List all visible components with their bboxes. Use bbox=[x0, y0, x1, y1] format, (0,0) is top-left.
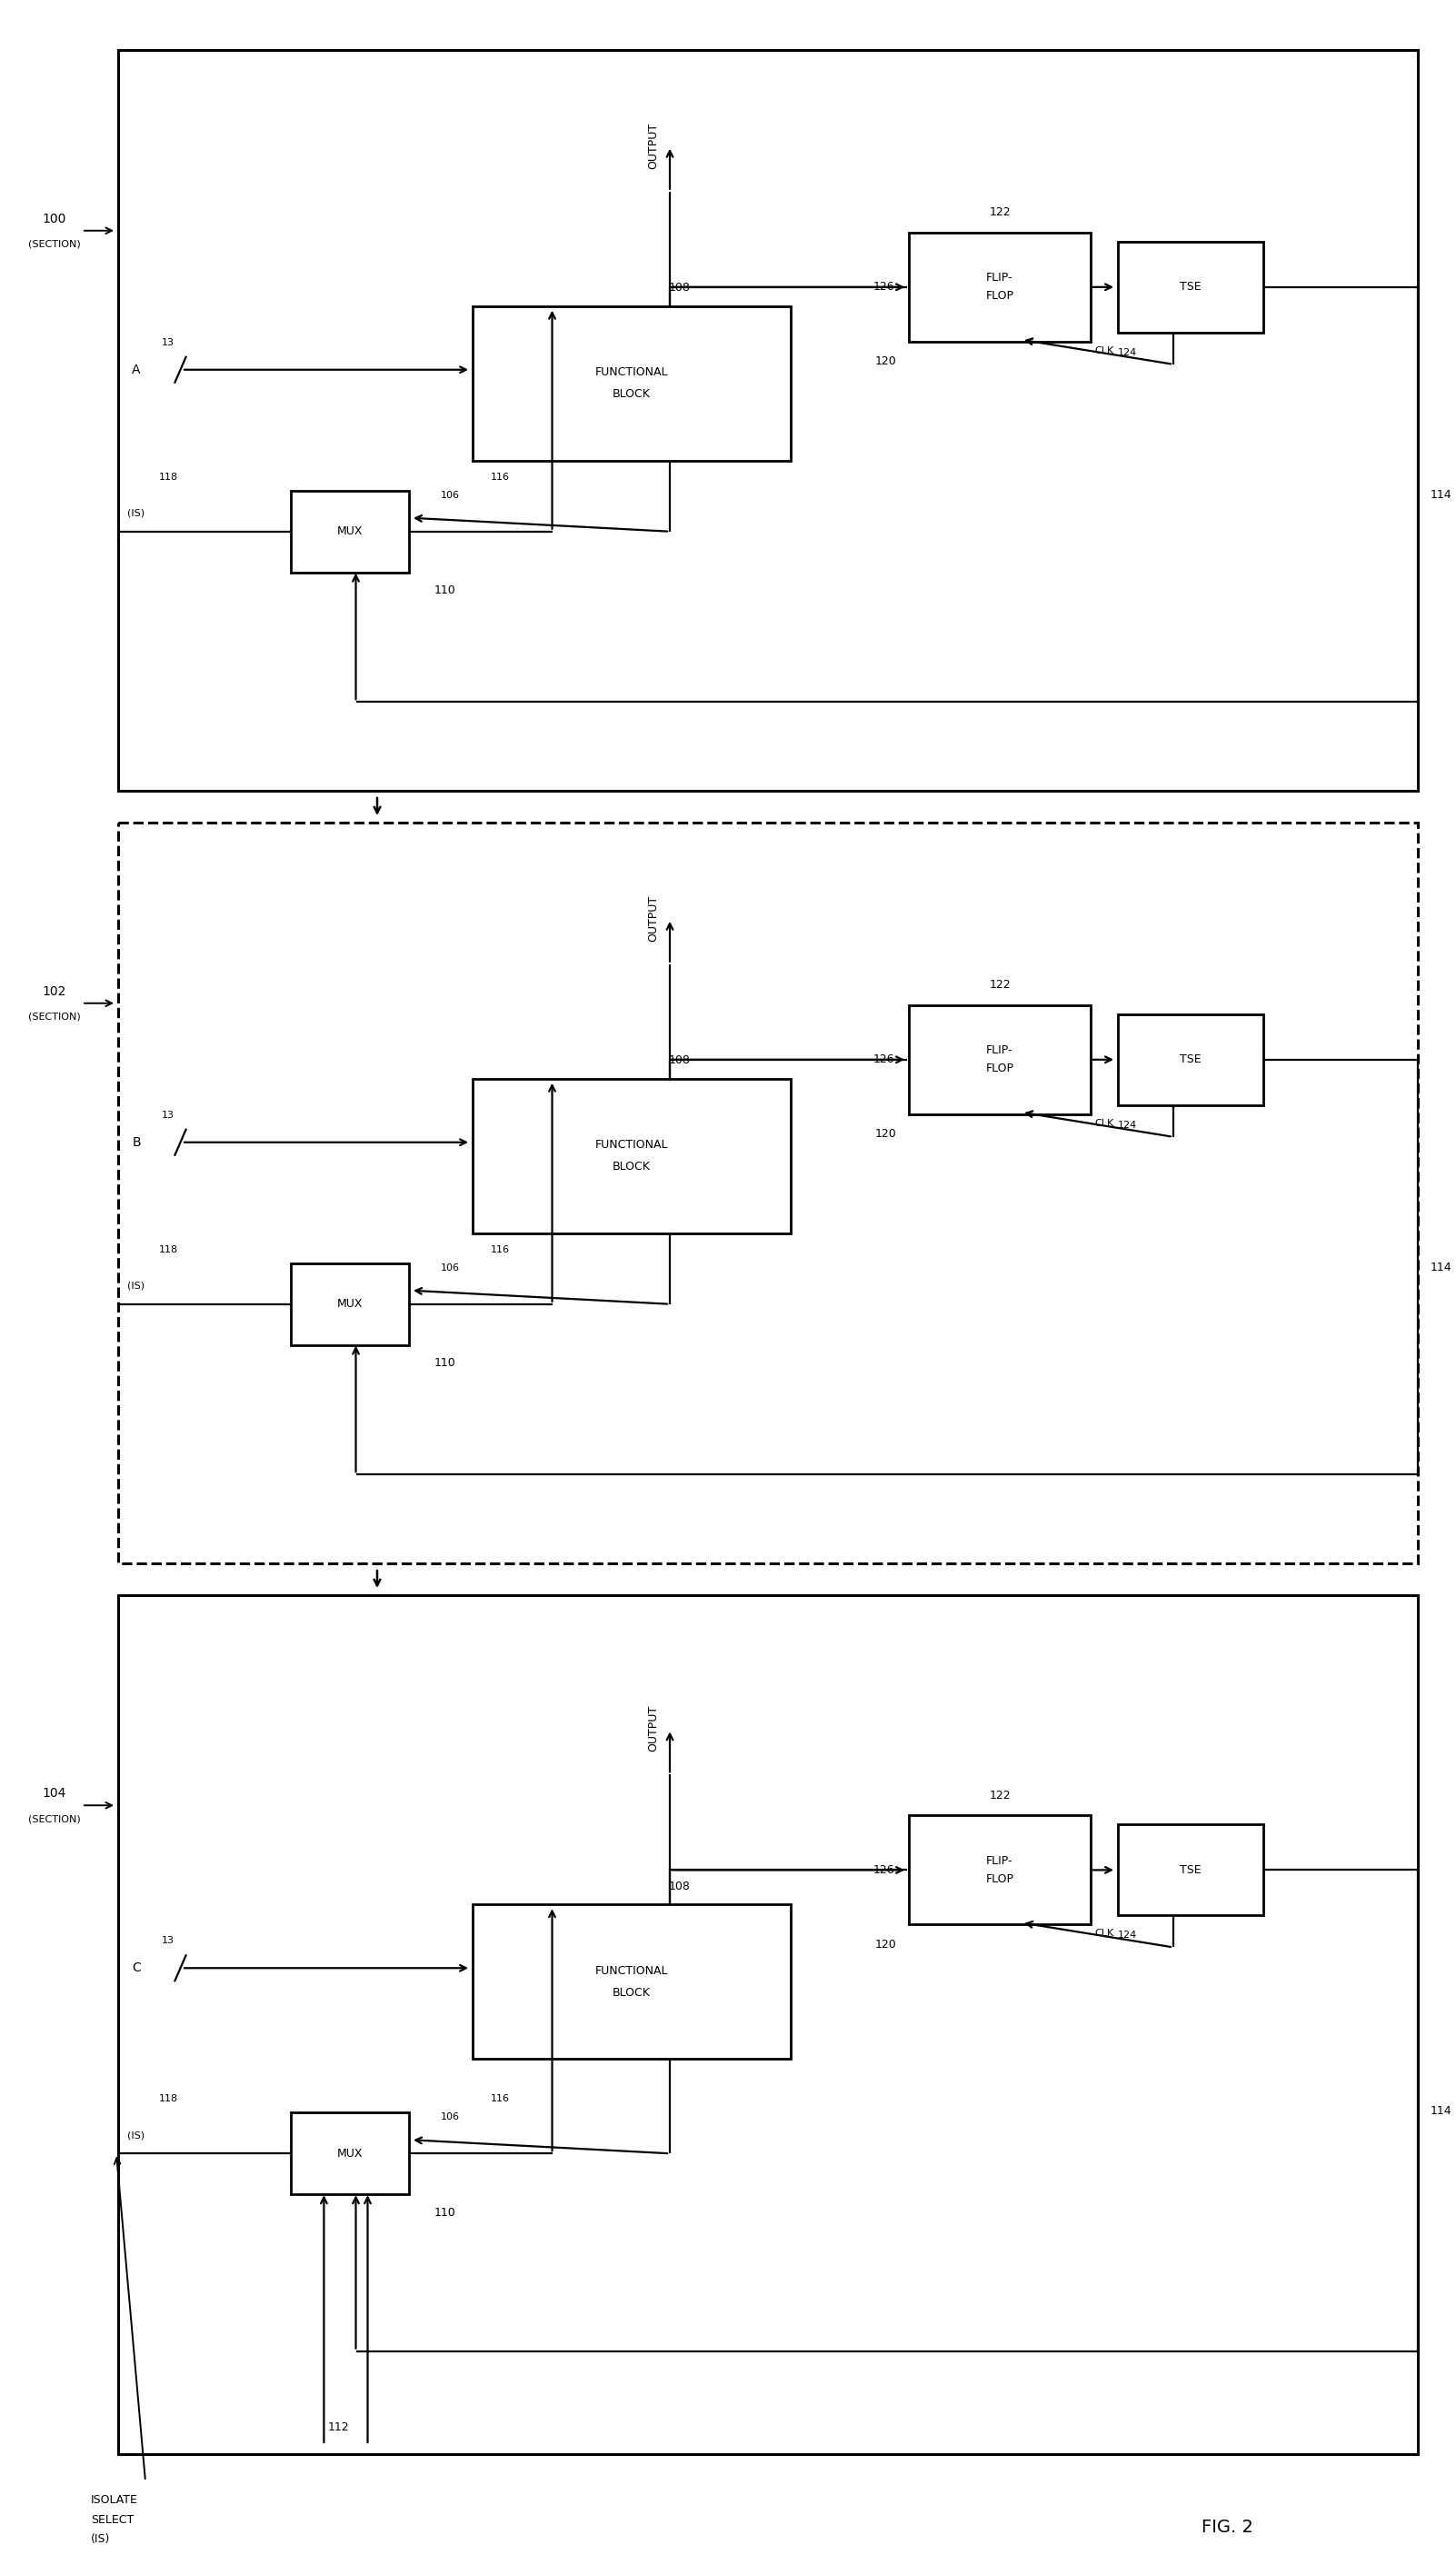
Text: 104: 104 bbox=[42, 1788, 67, 1801]
Text: TSE: TSE bbox=[1179, 1865, 1201, 1875]
Bar bbox=[909, 1816, 1091, 1924]
Text: 13: 13 bbox=[162, 1111, 175, 1118]
Text: 116: 116 bbox=[491, 1244, 510, 1254]
Text: FLOP: FLOP bbox=[986, 1872, 1013, 1885]
Text: MUX: MUX bbox=[336, 1298, 363, 1311]
Text: MUX: MUX bbox=[336, 2147, 363, 2160]
Bar bbox=[473, 1903, 791, 2060]
Text: 118: 118 bbox=[159, 472, 178, 482]
Text: 108: 108 bbox=[668, 1880, 690, 1893]
Text: (SECTION): (SECTION) bbox=[28, 239, 80, 249]
Bar bbox=[118, 49, 1418, 790]
Text: 110: 110 bbox=[434, 1357, 456, 1370]
Text: 106: 106 bbox=[440, 490, 460, 500]
Text: (IS): (IS) bbox=[90, 2534, 111, 2544]
Text: B: B bbox=[132, 1136, 141, 1149]
Text: FIG. 2: FIG. 2 bbox=[1201, 2519, 1252, 2537]
Text: FUNCTIONAL: FUNCTIONAL bbox=[596, 367, 668, 380]
Text: FLOP: FLOP bbox=[986, 1062, 1013, 1075]
Text: BLOCK: BLOCK bbox=[613, 1988, 651, 1998]
Text: 122: 122 bbox=[989, 980, 1010, 990]
Text: 110: 110 bbox=[434, 2206, 456, 2219]
Text: 108: 108 bbox=[668, 1054, 690, 1067]
Text: FUNCTIONAL: FUNCTIONAL bbox=[596, 1965, 668, 1978]
Text: (SECTION): (SECTION) bbox=[28, 1813, 80, 1824]
Text: 116: 116 bbox=[491, 2096, 510, 2103]
Text: (IS): (IS) bbox=[128, 508, 146, 518]
Text: 106: 106 bbox=[440, 1262, 460, 1272]
Text: 116: 116 bbox=[491, 472, 510, 482]
Text: 124: 124 bbox=[1117, 349, 1137, 357]
Text: 13: 13 bbox=[162, 339, 175, 346]
Text: 100: 100 bbox=[42, 213, 67, 226]
Text: 106: 106 bbox=[440, 2114, 460, 2121]
Text: 126: 126 bbox=[872, 282, 894, 292]
Text: 120: 120 bbox=[875, 1939, 897, 1949]
Text: 114: 114 bbox=[1430, 2106, 1452, 2116]
Text: C: C bbox=[132, 1962, 141, 1975]
Bar bbox=[473, 1080, 791, 1234]
Text: 112: 112 bbox=[328, 2421, 349, 2432]
Text: CLK: CLK bbox=[1095, 1929, 1114, 1939]
Text: MUX: MUX bbox=[336, 526, 363, 539]
Text: SELECT: SELECT bbox=[90, 2514, 134, 2527]
Text: FLIP-: FLIP- bbox=[986, 1044, 1013, 1057]
Bar bbox=[909, 1005, 1091, 1113]
Text: CLK: CLK bbox=[1095, 346, 1114, 354]
Bar bbox=[118, 823, 1418, 1562]
Text: TSE: TSE bbox=[1179, 282, 1201, 292]
Text: 114: 114 bbox=[1430, 1262, 1452, 1272]
Text: OUTPUT: OUTPUT bbox=[648, 123, 660, 169]
Text: 110: 110 bbox=[434, 585, 456, 598]
Text: 126: 126 bbox=[872, 1865, 894, 1875]
Text: 120: 120 bbox=[875, 357, 897, 367]
Text: OUTPUT: OUTPUT bbox=[648, 895, 660, 941]
Text: 124: 124 bbox=[1117, 1931, 1137, 1939]
Text: A: A bbox=[132, 364, 141, 377]
Bar bbox=[291, 1262, 409, 1344]
Bar bbox=[1118, 1013, 1264, 1106]
Text: 124: 124 bbox=[1117, 1121, 1137, 1129]
Text: (SECTION): (SECTION) bbox=[28, 1013, 80, 1021]
Text: 122: 122 bbox=[989, 1790, 1010, 1801]
Text: FLIP-: FLIP- bbox=[986, 272, 1013, 285]
Text: FUNCTIONAL: FUNCTIONAL bbox=[596, 1139, 668, 1152]
Bar bbox=[1118, 1824, 1264, 1916]
Text: ISOLATE: ISOLATE bbox=[90, 2493, 138, 2506]
Text: 102: 102 bbox=[42, 985, 67, 998]
Text: FLOP: FLOP bbox=[986, 290, 1013, 303]
Text: (IS): (IS) bbox=[128, 1282, 146, 1290]
Text: 118: 118 bbox=[159, 2096, 178, 2103]
Bar bbox=[118, 1595, 1418, 2455]
Text: 114: 114 bbox=[1430, 487, 1452, 500]
Text: CLK: CLK bbox=[1095, 1118, 1114, 1129]
Text: TSE: TSE bbox=[1179, 1054, 1201, 1064]
Text: 13: 13 bbox=[162, 1937, 175, 1944]
Bar bbox=[1118, 241, 1264, 333]
Text: BLOCK: BLOCK bbox=[613, 1162, 651, 1172]
Text: 120: 120 bbox=[875, 1129, 897, 1139]
Bar bbox=[909, 233, 1091, 341]
Text: (IS): (IS) bbox=[128, 2132, 146, 2139]
Text: OUTPUT: OUTPUT bbox=[648, 1706, 660, 1752]
Text: 122: 122 bbox=[989, 208, 1010, 218]
Text: 108: 108 bbox=[668, 282, 690, 295]
Bar bbox=[291, 2114, 409, 2196]
Text: FLIP-: FLIP- bbox=[986, 1854, 1013, 1867]
Text: BLOCK: BLOCK bbox=[613, 387, 651, 400]
Text: 126: 126 bbox=[872, 1054, 894, 1064]
Bar bbox=[473, 305, 791, 462]
Text: 118: 118 bbox=[159, 1244, 178, 1254]
Bar bbox=[291, 490, 409, 572]
